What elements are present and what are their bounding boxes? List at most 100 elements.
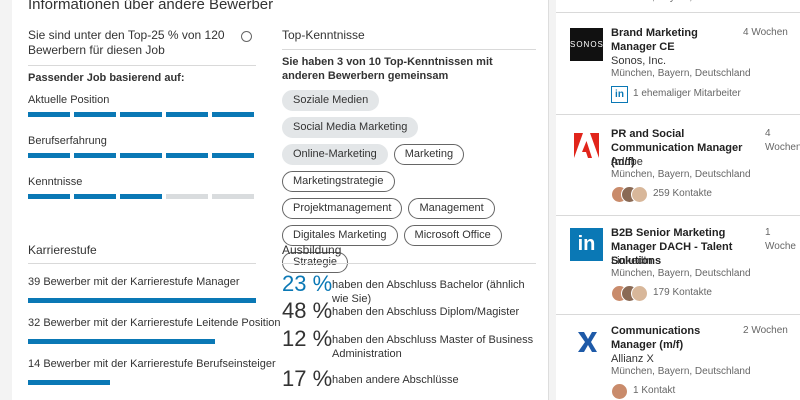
level-segment (120, 194, 162, 199)
connection[interactable]: 1 ehemaliger Mitarbeiter (633, 88, 741, 99)
skill-tag: Online-Marketing (282, 144, 388, 165)
skill-tag: Marketing (393, 144, 465, 165)
criterion-label: Berufserfahrung (28, 135, 107, 147)
level-segment (120, 153, 162, 158)
linkedin-icon: in (611, 86, 628, 103)
edu-text: haben den Abschluss Master of Business A… (332, 334, 534, 360)
level-segment (166, 112, 208, 117)
job-title[interactable]: Communications Manager (m/f) (611, 325, 701, 351)
level-segment (74, 153, 116, 158)
section-title: Karrierestufe (28, 243, 97, 257)
company: LinkedIn (611, 255, 653, 267)
career-bar (28, 380, 110, 385)
logo-text: SONOS (570, 40, 604, 49)
avatar (631, 285, 648, 302)
rule (556, 215, 800, 216)
skill-tag: Projektmanagement (282, 198, 403, 219)
location: München, Bayern, Deutschland (611, 366, 751, 377)
level-segment (212, 153, 254, 158)
skill-tag: Management (408, 198, 495, 219)
skill-tag: Soziale Medien (282, 90, 380, 111)
level-segment (212, 112, 254, 117)
career-count: 14 (28, 358, 41, 370)
rule (28, 263, 256, 264)
level-segment (28, 153, 70, 158)
company-logo: SONOS (570, 28, 603, 61)
skill-tag: Microsoft Office (403, 225, 502, 246)
level-segment (28, 194, 70, 199)
location: München, Bayern, Deutschland (611, 268, 751, 279)
level-segment (212, 194, 254, 199)
location: München, Bayern, Deutschland (611, 68, 751, 79)
career-label: Bewerber mit der Karrierestufe Berufsein… (43, 358, 276, 370)
level-segment (120, 112, 162, 117)
connection[interactable]: 1 Kontakt (633, 385, 676, 396)
company-logo (570, 326, 603, 359)
company: Allianz X (611, 353, 654, 365)
ranking-text: Sie sind unter den Top-25 % von 120 Bewe… (28, 28, 225, 57)
job-age: 4 Wochen (765, 128, 800, 153)
level-segment (166, 194, 208, 199)
edu-percent: 48 % (282, 298, 333, 323)
career-row: 32 Bewerber mit der Karrierestufe Leiten… (28, 316, 281, 330)
rule (282, 49, 536, 50)
job-title[interactable]: Brand Marketing Manager CE (611, 27, 698, 53)
skill-tag: Social Media Marketing (282, 117, 419, 138)
career-label: Bewerber mit der Karrierestufe Manager (43, 276, 240, 288)
skill-tag: Digitales Marketing (282, 225, 398, 246)
job-title[interactable]: B2B Senior Marketing Manager DACH - Tale… (611, 227, 733, 267)
criterion-label: Aktuelle Position (28, 94, 110, 106)
skills-summary: Sie haben 3 von 10 Top-Kenntnissen mit a… (282, 56, 493, 82)
career-row: 39 Bewerber mit der Karrierestufe Manage… (28, 275, 240, 289)
icon-glyph: in (615, 89, 624, 100)
help-icon[interactable] (241, 31, 252, 42)
allianz-logo (578, 332, 597, 352)
company: Adobe (611, 156, 643, 168)
level-segment (74, 194, 116, 199)
avatar (611, 383, 628, 400)
skill-tag: Strategie (282, 252, 349, 273)
sidebar: München, Bayern, Deutschland SONOS Brand M… (556, 0, 800, 400)
job-age: 4 Wochen (743, 27, 788, 38)
connection[interactable]: 259 Kontakte (653, 188, 712, 199)
career-bar (28, 298, 256, 303)
page-title: Informationen über andere Bewerber (28, 0, 274, 13)
level-segment (28, 112, 70, 117)
criterion-label: Kenntnisse (28, 176, 83, 188)
career-bar (28, 339, 216, 344)
location: München, Bayern, Deutschland (611, 0, 751, 5)
rule (556, 12, 800, 13)
avatar (631, 186, 648, 203)
edu-percent: 17 % (282, 366, 333, 391)
match-title: Passender Job basierend auf: (28, 72, 185, 84)
rule (556, 314, 800, 315)
rule (282, 263, 536, 264)
skill-tag: Marketingstrategie (282, 171, 395, 192)
career-row: 14 Bewerber mit der Karrierestufe Berufs… (28, 357, 276, 371)
career-label: Bewerber mit der Karrierestufe Leitende … (43, 317, 281, 329)
job-age: 1 Woche (765, 227, 796, 252)
connection[interactable]: 179 Kontakte (653, 287, 712, 298)
company: Sonos, Inc. (611, 55, 667, 67)
company-logo: in (570, 228, 603, 261)
job-age: 2 Wochen (743, 325, 788, 336)
edu-text: haben den Abschluss Diplom/Magister (332, 306, 520, 318)
edu-percent: 23 % (282, 271, 333, 296)
skill-tags: Soziale Medien Social Media Marketing Onli… (282, 90, 516, 279)
edu-text: haben andere Abschlüsse (332, 374, 459, 386)
level-segment (74, 112, 116, 117)
career-count: 32 (28, 317, 41, 329)
logo-glyph: in (577, 233, 596, 255)
edu-percent: 12 % (282, 326, 333, 351)
level-segment (166, 153, 208, 158)
section-title: Ausbildung (282, 243, 342, 257)
job-title[interactable]: PR and Social Communication Manager (m/f… (611, 128, 743, 168)
career-count: 39 (28, 276, 41, 288)
adobe-logo (570, 129, 603, 162)
company-logo (570, 129, 603, 162)
location: München, Bayern, Deutschland (611, 169, 751, 180)
main-panel: Informationen über andere Bewerber Sie si… (12, 0, 549, 400)
rule (28, 65, 256, 66)
edu-text: haben den Abschluss Bachelor (ähnlich wi… (332, 279, 525, 305)
